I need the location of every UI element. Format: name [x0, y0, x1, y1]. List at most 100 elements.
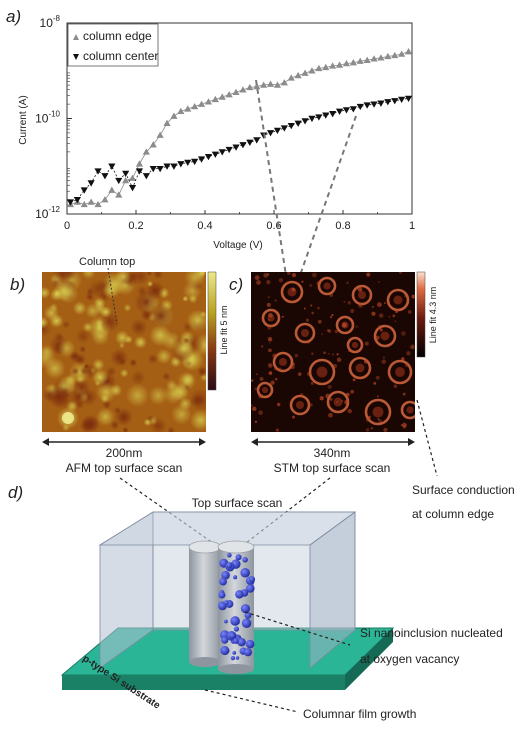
stm-speck [292, 362, 295, 366]
stm-ring [317, 276, 337, 296]
stm-speck [381, 359, 387, 365]
afm-grain [71, 367, 80, 376]
stm-speck [383, 427, 388, 432]
center-point [108, 163, 116, 170]
connector-edge [255, 79, 288, 283]
stm-speck [383, 302, 386, 304]
stm-speck [306, 371, 311, 376]
stm-speck [311, 311, 315, 315]
nanoinclusion-dot [235, 656, 240, 660]
stm-speck [382, 356, 385, 359]
stm-scale-arrow-right [408, 438, 415, 446]
stm-ring [261, 308, 281, 328]
edge-point [191, 102, 199, 110]
edge-point [184, 105, 192, 112]
afm-grain [134, 290, 158, 314]
stm-speck [344, 400, 349, 405]
afm-grain [147, 280, 154, 287]
afm-grain [115, 272, 132, 285]
afm-grain [113, 406, 122, 415]
nanoinclusion-dot [248, 576, 256, 583]
center-point [163, 163, 171, 170]
afm-grain [122, 426, 129, 432]
stm-speck [276, 402, 281, 407]
edge-point [101, 196, 109, 203]
stm-ring-core [261, 386, 269, 394]
edge-point [384, 52, 392, 60]
legend-box [67, 23, 159, 67]
afm-grain [114, 330, 130, 345]
stm-speck [317, 306, 320, 310]
center-point [128, 185, 137, 192]
afm-grain [190, 409, 206, 432]
nanoinclusion-dot [241, 618, 252, 628]
x-tick-label: 0.4 [197, 220, 212, 232]
edge-point [315, 64, 323, 72]
substrate-front [62, 675, 345, 690]
stm-speck [251, 379, 254, 382]
afm-grain [65, 374, 77, 386]
edge-point [266, 80, 275, 87]
stm-speck [334, 329, 339, 334]
afm-grain [189, 388, 206, 412]
center-point [87, 180, 95, 187]
stm-speck [370, 427, 373, 430]
stm-colorbar [416, 271, 426, 358]
stm-speck [268, 348, 272, 353]
afm-grain [72, 378, 91, 397]
nanoinclusion-dot [240, 568, 250, 578]
afm-grain [132, 272, 150, 285]
nanoinclusion-line1: Si nanoinclusion nucleated [360, 626, 503, 640]
afm-texture [42, 272, 206, 432]
afm-grain [96, 407, 115, 427]
afm-grain [105, 366, 117, 377]
center-point [156, 165, 164, 173]
surface-conduction-line1: Surface conduction [412, 483, 515, 497]
stm-ring-core [372, 406, 384, 418]
legend-marker-center [73, 54, 79, 60]
afm-grain [134, 335, 147, 349]
stm-speck [375, 335, 380, 340]
stm-speck [317, 319, 322, 324]
nanoinclusion-dot [235, 554, 242, 561]
afm-colorbar [207, 271, 217, 391]
afm-grain [149, 303, 173, 328]
edge-point [80, 200, 88, 208]
stm-speck [268, 371, 273, 375]
afm-grain [100, 393, 110, 404]
stm-speck [411, 294, 415, 299]
stm-speck [367, 415, 371, 420]
edge-point [308, 67, 316, 74]
center-point [191, 158, 199, 166]
nanoinclusion-leader [244, 611, 351, 646]
stm-speck [255, 373, 258, 376]
nanoinclusion-dot [235, 590, 244, 599]
stm-speck [319, 396, 324, 401]
center-point [170, 163, 178, 170]
stm-speck [267, 337, 273, 342]
stm-speck [278, 278, 284, 283]
growth-leader [204, 689, 299, 713]
afm-image: Column top Line fit 5 nm 200nm AFM top s… [42, 256, 229, 475]
stm-speck [325, 393, 331, 399]
stm-speck [377, 302, 382, 307]
nanoinclusion-dot [246, 584, 255, 593]
nanoinclusion-dot [226, 562, 233, 569]
stm-speck [259, 376, 264, 381]
afm-grain [99, 306, 112, 318]
afm-grain [162, 372, 171, 381]
edge-point [363, 56, 371, 63]
pillar-blue-top [217, 540, 255, 554]
stm-ring-core [355, 363, 365, 373]
afm-grain [44, 357, 66, 380]
center-point [363, 102, 371, 109]
stm-speck [364, 359, 368, 364]
stm-ring [335, 315, 355, 335]
stm-speck [306, 340, 310, 344]
stm-ring [386, 288, 410, 312]
stm-speck [377, 418, 380, 421]
edge-point [239, 86, 247, 93]
stm-speck [341, 399, 344, 403]
stm-speck [352, 378, 356, 382]
pillar-grey-top [188, 540, 222, 554]
